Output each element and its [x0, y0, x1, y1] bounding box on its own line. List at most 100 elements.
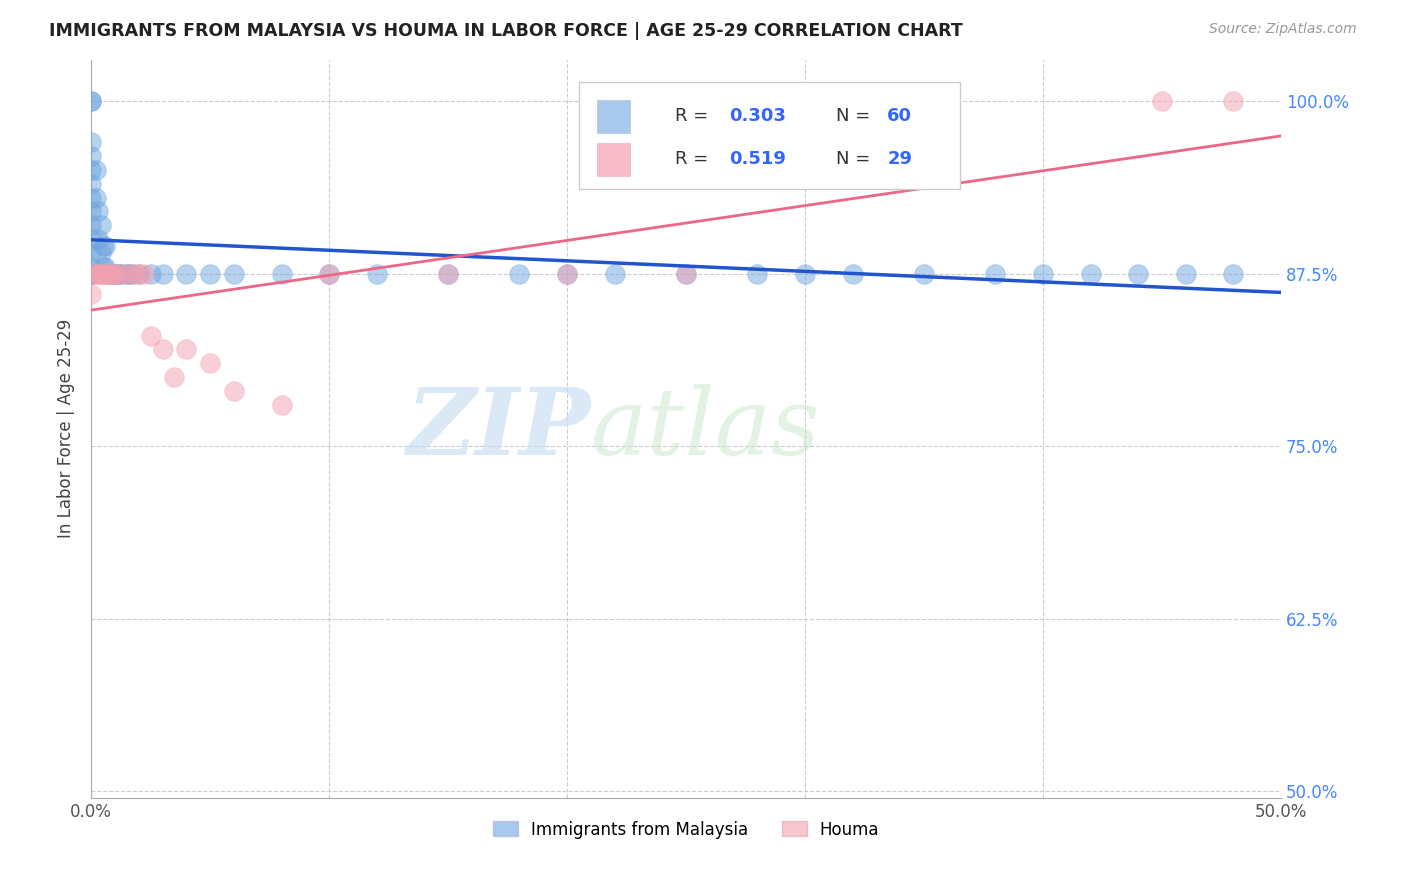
Point — [108, 267, 131, 281]
Point — [1222, 94, 1244, 108]
Point — [87, 204, 110, 219]
Text: N =: N = — [837, 151, 876, 169]
Point — [1128, 267, 1150, 281]
Point — [132, 267, 155, 281]
Point — [80, 177, 103, 191]
Point — [80, 219, 103, 233]
Point — [163, 370, 186, 384]
Point — [122, 267, 145, 281]
Point — [115, 267, 138, 281]
Point — [80, 267, 103, 281]
Point — [1222, 267, 1244, 281]
Point — [198, 356, 221, 370]
Point — [841, 267, 863, 281]
Point — [222, 267, 245, 281]
Point — [87, 232, 110, 246]
Point — [115, 267, 138, 281]
Point — [105, 267, 128, 281]
Point — [912, 267, 935, 281]
Point — [603, 267, 626, 281]
Point — [90, 267, 112, 281]
Point — [80, 245, 103, 260]
Point — [80, 260, 103, 274]
Text: 29: 29 — [887, 151, 912, 169]
Point — [508, 267, 530, 281]
Point — [91, 239, 114, 253]
Point — [270, 267, 292, 281]
Point — [794, 267, 817, 281]
Point — [80, 232, 103, 246]
Point — [80, 204, 103, 219]
Point — [94, 239, 117, 253]
Text: atlas: atlas — [591, 384, 820, 474]
Point — [176, 343, 198, 357]
Point — [152, 343, 174, 357]
Point — [80, 94, 103, 108]
Point — [84, 163, 107, 178]
Point — [176, 267, 198, 281]
Point — [94, 267, 117, 281]
Point — [90, 219, 112, 233]
Legend: Immigrants from Malaysia, Houma: Immigrants from Malaysia, Houma — [486, 814, 886, 846]
Point — [198, 267, 221, 281]
Point — [80, 267, 103, 281]
Point — [270, 398, 292, 412]
Point — [121, 267, 143, 281]
Point — [98, 267, 121, 281]
Point — [128, 267, 150, 281]
Y-axis label: In Labor Force | Age 25-29: In Labor Force | Age 25-29 — [58, 319, 75, 539]
Point — [80, 267, 103, 281]
Point — [152, 267, 174, 281]
Point — [98, 267, 121, 281]
Text: N =: N = — [837, 107, 876, 126]
Point — [1032, 267, 1054, 281]
Point — [80, 267, 103, 281]
Point — [555, 267, 578, 281]
Text: ZIP: ZIP — [406, 384, 591, 474]
Point — [94, 260, 117, 274]
Point — [318, 267, 340, 281]
Text: R =: R = — [675, 151, 714, 169]
Bar — [596, 143, 630, 176]
Point — [747, 267, 769, 281]
Point — [80, 191, 103, 205]
Point — [675, 267, 697, 281]
Point — [437, 267, 460, 281]
Text: IMMIGRANTS FROM MALAYSIA VS HOUMA IN LABOR FORCE | AGE 25-29 CORRELATION CHART: IMMIGRANTS FROM MALAYSIA VS HOUMA IN LAB… — [49, 22, 963, 40]
Point — [1150, 94, 1173, 108]
Point — [104, 267, 127, 281]
Point — [111, 267, 134, 281]
Point — [118, 267, 141, 281]
Point — [318, 267, 340, 281]
Text: 0.303: 0.303 — [728, 107, 786, 126]
Point — [555, 267, 578, 281]
FancyBboxPatch shape — [579, 82, 960, 189]
Point — [139, 328, 162, 343]
Point — [139, 267, 162, 281]
Point — [101, 267, 124, 281]
Point — [1174, 267, 1197, 281]
Point — [80, 94, 103, 108]
Point — [90, 245, 112, 260]
Point — [84, 191, 107, 205]
Point — [366, 267, 388, 281]
Point — [80, 267, 103, 281]
Text: 0.519: 0.519 — [728, 151, 786, 169]
Text: Source: ZipAtlas.com: Source: ZipAtlas.com — [1209, 22, 1357, 37]
Point — [80, 287, 103, 301]
Point — [104, 267, 127, 281]
Point — [80, 136, 103, 150]
Point — [80, 163, 103, 178]
Point — [675, 267, 697, 281]
Point — [80, 149, 103, 163]
Point — [91, 260, 114, 274]
Point — [91, 267, 114, 281]
Point — [128, 267, 150, 281]
Text: R =: R = — [675, 107, 714, 126]
Point — [108, 267, 131, 281]
Point — [1080, 267, 1102, 281]
Point — [101, 267, 124, 281]
Point — [84, 267, 107, 281]
Point — [97, 267, 120, 281]
Point — [984, 267, 1007, 281]
